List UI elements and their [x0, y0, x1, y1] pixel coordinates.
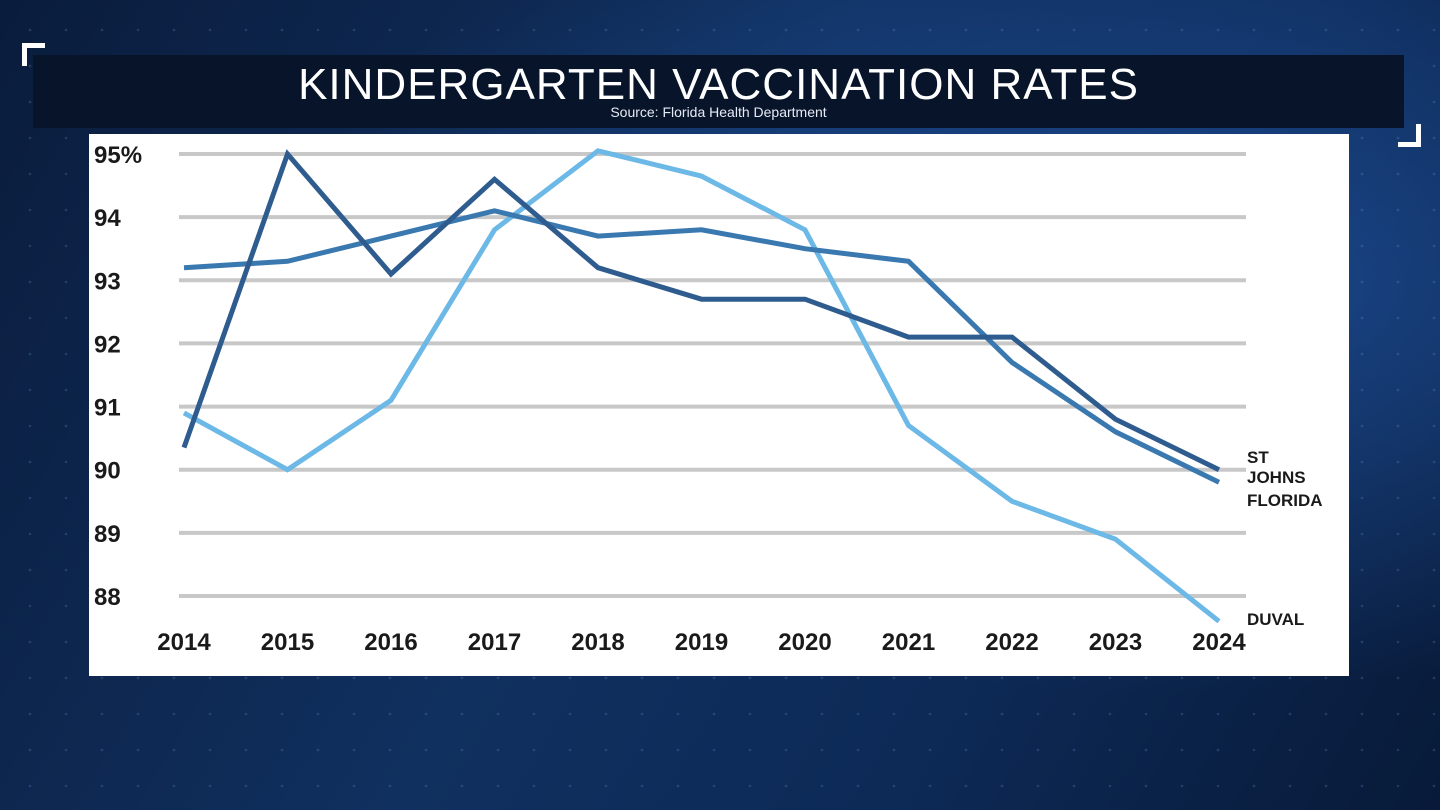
corner-bracket-bottom-right [1398, 124, 1421, 147]
y-tick-label: 88 [94, 584, 121, 611]
series-line-st-johns [181, 149, 1221, 472]
series-line-duval [182, 148, 1221, 624]
chart-panel: 95% 94 93 92 91 90 89 88 2014 2015 2016 2017 2018 20… [89, 134, 1349, 676]
x-tick-label: 2017 [468, 629, 521, 656]
y-tick-label: 95% [94, 142, 142, 169]
legend-label-st-johns: ST [1247, 448, 1269, 467]
y-tick-label: 90 [94, 458, 121, 485]
x-tick-label: 2023 [1089, 629, 1142, 656]
legend-label-st-johns: JOHNS [1247, 468, 1306, 487]
x-tick-label: 2014 [157, 629, 211, 656]
line-chart: 95% 94 93 92 91 90 89 88 2014 2015 2016 2017 2018 20… [94, 142, 1323, 656]
x-tick-label: 2018 [571, 629, 624, 656]
legend-label-florida: FLORIDA [1247, 491, 1323, 510]
x-tick-label: 2015 [261, 629, 314, 656]
y-tick-label: 93 [94, 268, 121, 295]
chart-source: Source: Florida Health Department [610, 104, 827, 120]
x-tick-label: 2024 [1192, 629, 1246, 656]
y-tick-label: 89 [94, 521, 121, 548]
x-tick-label: 2020 [778, 629, 831, 656]
legend-label-duval: DUVAL [1247, 610, 1304, 629]
x-tick-label: 2022 [985, 629, 1038, 656]
series-line-florida [183, 208, 1221, 485]
x-tick-label: 2019 [675, 629, 728, 656]
x-tick-label: 2021 [882, 629, 935, 656]
y-tick-label: 92 [94, 331, 121, 358]
corner-bracket-top-left [22, 43, 45, 66]
y-tick-label: 94 [94, 205, 121, 232]
chart-title: KINDERGARTEN VACCINATION RATES [298, 60, 1139, 109]
x-tick-label: 2016 [364, 629, 417, 656]
y-tick-label: 91 [94, 395, 121, 422]
title-bar: KINDERGARTEN VACCINATION RATES Source: F… [33, 55, 1404, 128]
